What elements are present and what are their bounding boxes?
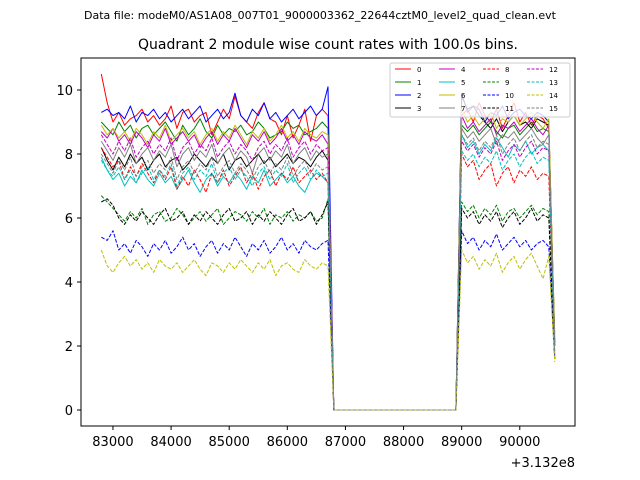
x-tick-label: 90000 bbox=[499, 435, 540, 450]
series-line-14 bbox=[100, 249, 556, 411]
legend-label: 15 bbox=[549, 105, 558, 113]
series-line-3 bbox=[100, 95, 556, 411]
legend-label: 0 bbox=[417, 66, 421, 74]
y-tick-label: 8 bbox=[65, 148, 73, 163]
axes-frame bbox=[80, 57, 576, 427]
series-line-6 bbox=[100, 108, 556, 411]
legend-label: 14 bbox=[549, 92, 558, 100]
x-tick-label: 84000 bbox=[150, 435, 191, 450]
legend-box bbox=[389, 62, 571, 118]
series-line-11 bbox=[101, 198, 556, 411]
legend-label: 6 bbox=[461, 92, 466, 100]
x-tick-label: 88000 bbox=[383, 435, 424, 450]
x-tick-label: 89000 bbox=[441, 435, 482, 450]
legend-label: 10 bbox=[505, 92, 514, 100]
x-axis: 83000 84000 85000 86000 87000 88000 89000 90000 bbox=[92, 426, 540, 450]
x-tick-label: 86000 bbox=[267, 435, 308, 450]
legend-label: 12 bbox=[549, 66, 558, 74]
data-file-label: Data file: modeM0/AS1A08_007T01_90000033… bbox=[84, 9, 557, 22]
x-tick-label: 83000 bbox=[92, 435, 133, 450]
y-axis: 0 2 4 6 8 10 bbox=[56, 84, 81, 419]
legend-label: 11 bbox=[505, 105, 514, 113]
legend-label: 9 bbox=[505, 79, 509, 87]
legend-label: 8 bbox=[505, 66, 509, 74]
y-tick-label: 6 bbox=[65, 212, 73, 227]
series-line-13 bbox=[100, 150, 556, 411]
series-line-10 bbox=[101, 230, 556, 411]
legend-label: 13 bbox=[549, 79, 558, 87]
legend-label: 5 bbox=[461, 79, 465, 87]
series-line-8 bbox=[100, 147, 556, 411]
legend-label: 3 bbox=[417, 105, 421, 113]
series-line-12 bbox=[100, 134, 556, 411]
x-axis-offset-label: +3.132e8 bbox=[511, 456, 575, 471]
series-line-9 bbox=[100, 195, 556, 411]
x-tick-label: 85000 bbox=[209, 435, 250, 450]
series-layer bbox=[100, 73, 556, 411]
y-tick-label: 0 bbox=[65, 404, 73, 419]
series-line-15 bbox=[100, 134, 556, 411]
y-tick-label: 4 bbox=[65, 276, 73, 291]
y-tick-label: 10 bbox=[56, 84, 73, 99]
y-tick-label: 2 bbox=[65, 340, 73, 355]
x-tick-label: 87000 bbox=[325, 435, 366, 450]
legend-label: 4 bbox=[461, 66, 466, 74]
chart-title: Quadrant 2 module wise count rates with … bbox=[138, 37, 518, 53]
legend-label: 1 bbox=[417, 79, 421, 87]
series-line-7 bbox=[100, 127, 556, 411]
legend-label: 7 bbox=[461, 105, 465, 113]
legend-label: 2 bbox=[417, 92, 421, 100]
series-line-5 bbox=[100, 134, 556, 411]
series-line-4 bbox=[100, 115, 556, 411]
